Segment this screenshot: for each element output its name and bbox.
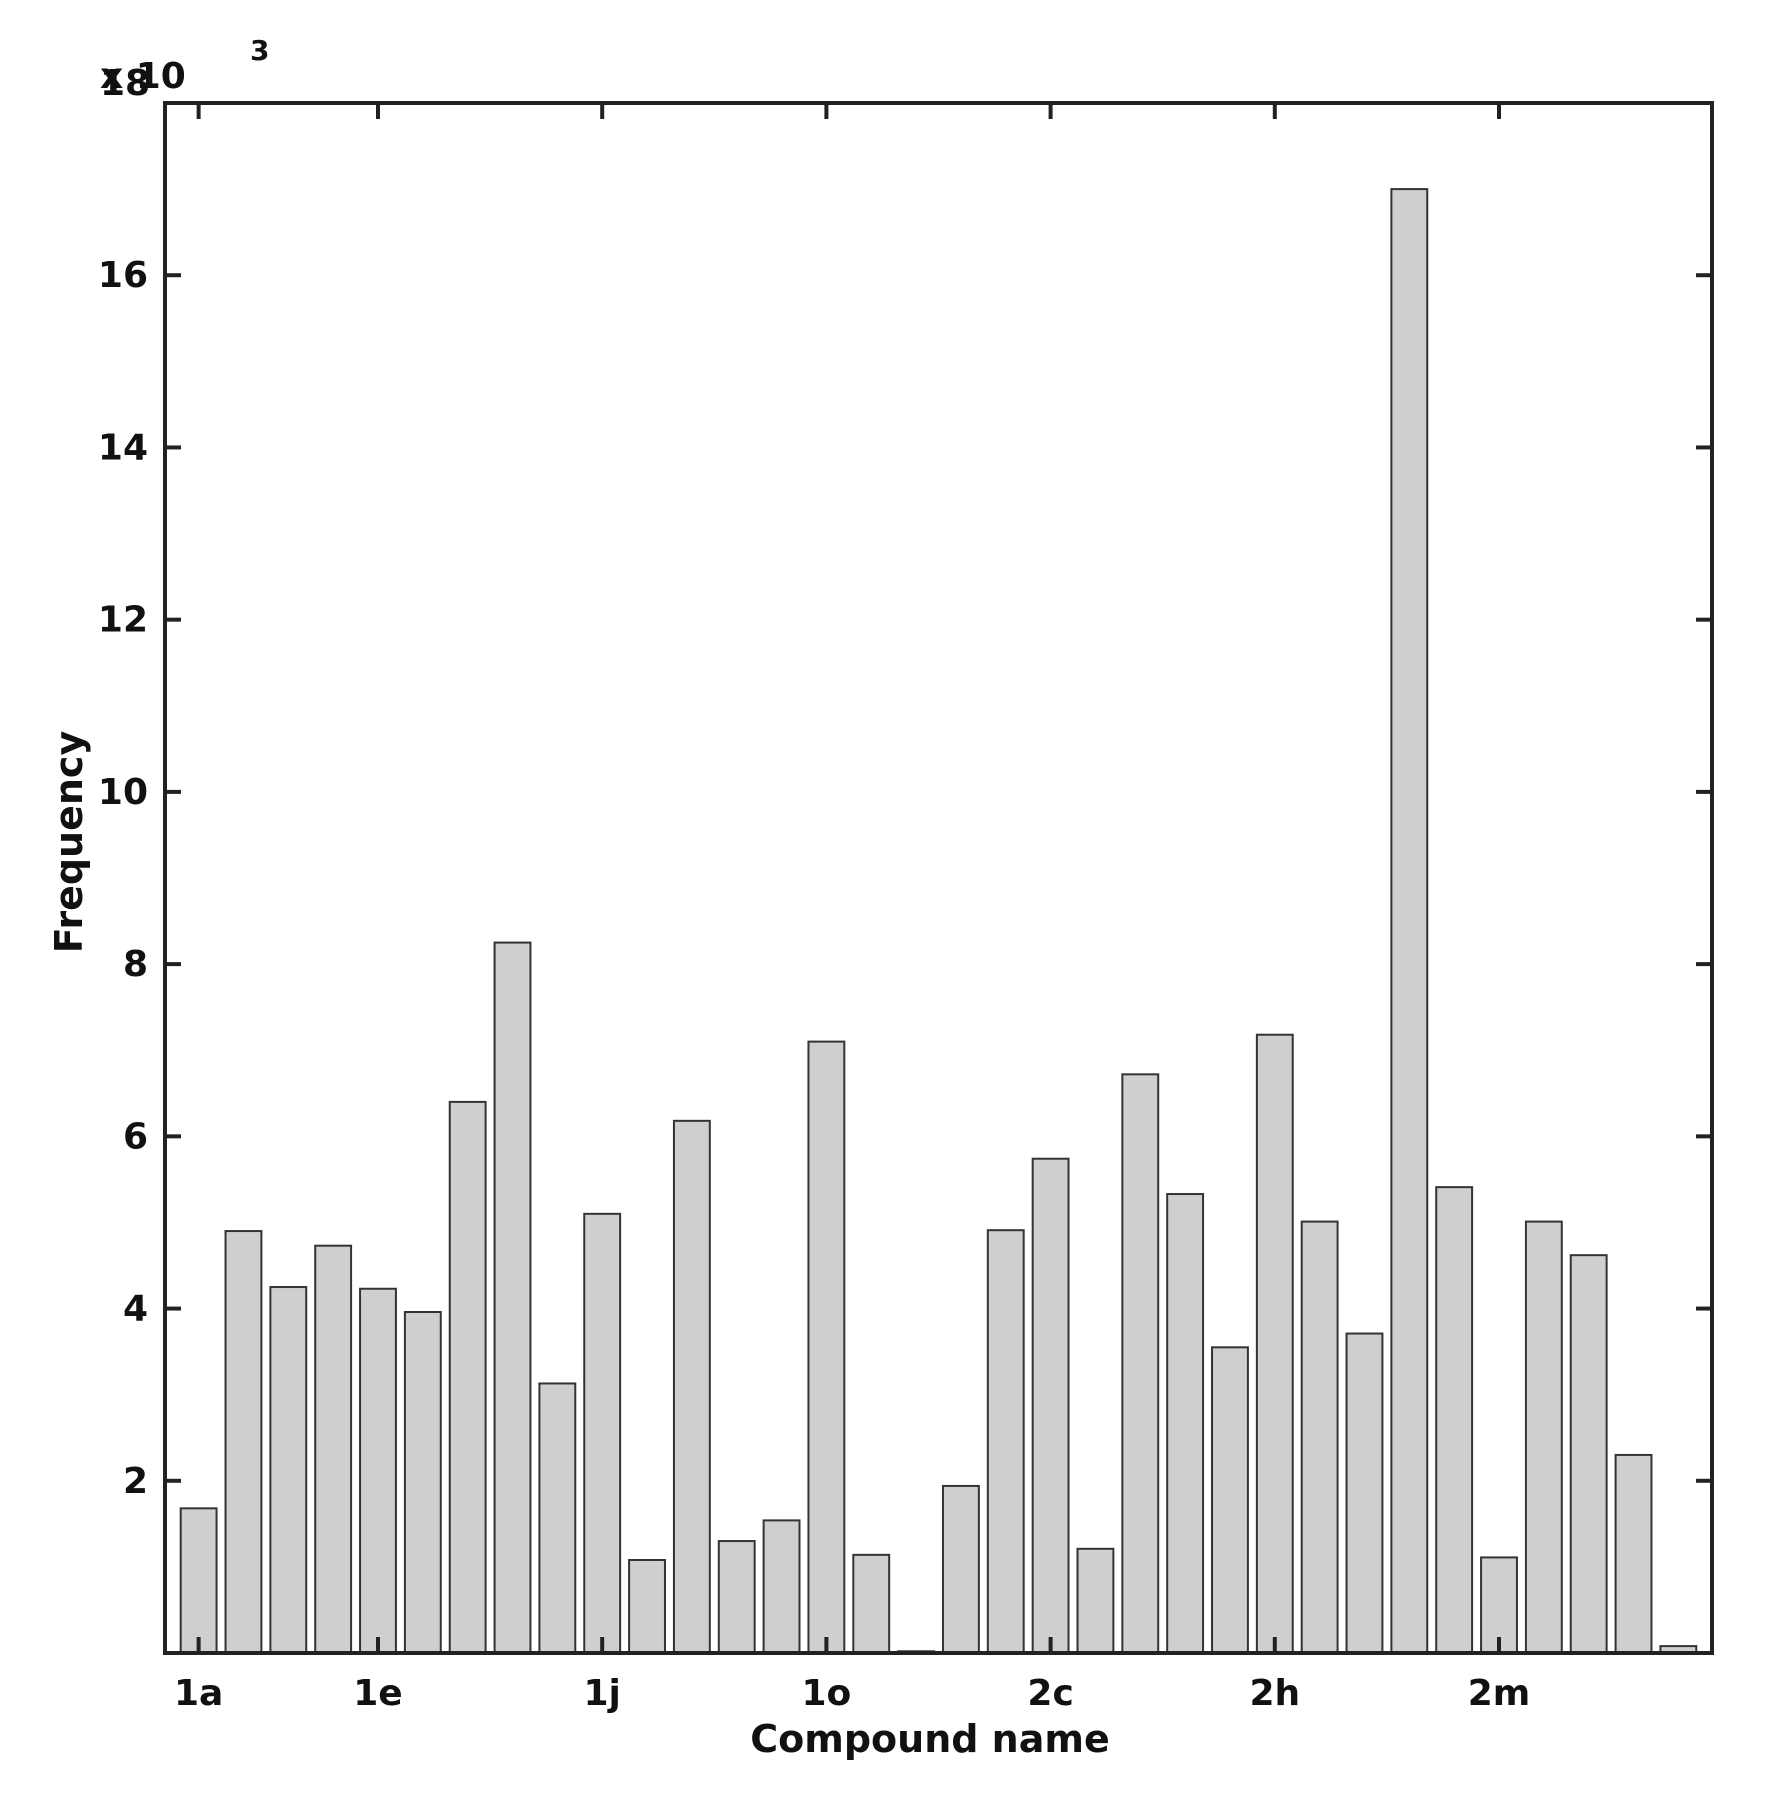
x-tick-labels: 1a 1e 1j 1o 2c 2h 2m (174, 1673, 1530, 1714)
bar (179, 1507, 218, 1654)
bar (628, 1559, 666, 1654)
bar (1480, 1556, 1518, 1655)
bar (314, 1244, 353, 1654)
bar (852, 1553, 891, 1654)
bars-group (179, 188, 1698, 1655)
bar (1211, 1346, 1249, 1655)
bar (1390, 188, 1429, 1655)
y-tick-label: 10 (98, 772, 148, 813)
y-tick-label: 8 (123, 944, 148, 985)
bar (269, 1286, 308, 1655)
bar (1435, 1186, 1474, 1654)
x-tick-label: 1a (174, 1673, 223, 1714)
bar (1524, 1220, 1563, 1654)
bar (1345, 1332, 1384, 1655)
bar (807, 1040, 846, 1654)
y-multiplier: x 10 (100, 56, 186, 97)
bar (583, 1212, 622, 1654)
bar (717, 1540, 756, 1655)
bar (1166, 1193, 1205, 1655)
x-tick-label: 1j (584, 1673, 621, 1714)
y-tick-label: 14 (98, 427, 148, 468)
x-tick-label: 1e (353, 1673, 402, 1714)
bar (1300, 1220, 1339, 1654)
y-multiplier-base: x 10 (100, 56, 186, 97)
bar (448, 1100, 487, 1654)
bar (672, 1119, 711, 1654)
bar (941, 1484, 980, 1654)
bar (1569, 1254, 1608, 1655)
bar (359, 1287, 397, 1654)
x-tick-label: 2h (1249, 1673, 1300, 1714)
y-tick-label: 18 (100, 63, 150, 104)
y-tick-label: 6 (123, 1116, 148, 1157)
ticks-group (165, 101, 1712, 1653)
x-tick-label: 1o (802, 1673, 852, 1714)
y-tick-label: 2 (123, 1461, 148, 1502)
bar (493, 941, 532, 1654)
y-tick-label: 12 (98, 600, 148, 641)
x-axis-label: Compound name (750, 1717, 1110, 1761)
bar (538, 1382, 577, 1654)
y-axis-label: Frequency (47, 731, 91, 954)
bar (1255, 1033, 1294, 1654)
bar (403, 1311, 442, 1654)
bar (1076, 1547, 1115, 1655)
x-tick-label: 2c (1027, 1673, 1073, 1714)
bar (986, 1229, 1025, 1654)
y-tick-label: 4 (123, 1289, 148, 1330)
bar (1031, 1157, 1070, 1654)
bar (1614, 1453, 1653, 1654)
bar (224, 1230, 263, 1655)
bar (762, 1519, 801, 1655)
plot-frame (163, 101, 1714, 1655)
bar (1121, 1073, 1160, 1654)
y-multiplier-exponent: 3 (250, 34, 269, 67)
x-tick-label: 2m (1468, 1673, 1531, 1714)
y-tick-labels: 2 4 6 8 10 12 14 16 18 (98, 63, 150, 1502)
y-tick-label: 16 (98, 255, 148, 296)
